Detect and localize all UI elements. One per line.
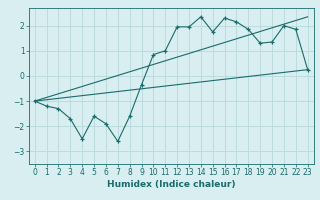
X-axis label: Humidex (Indice chaleur): Humidex (Indice chaleur) (107, 180, 236, 189)
